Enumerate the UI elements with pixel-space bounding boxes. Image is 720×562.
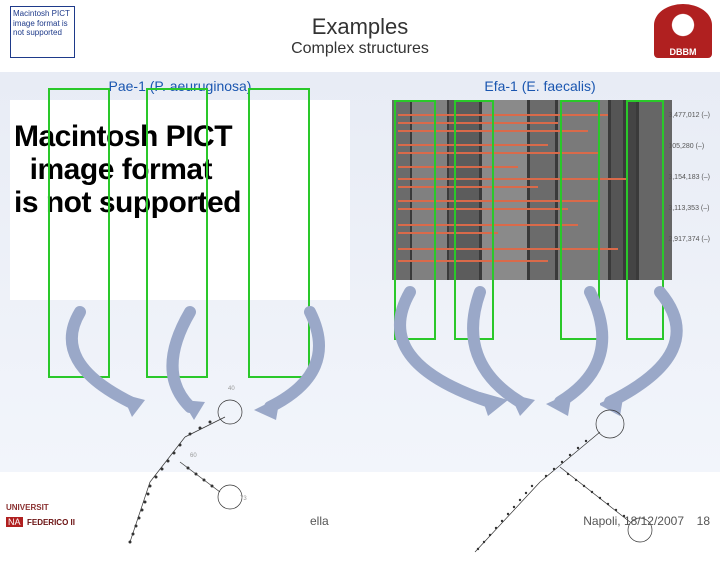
slide-title: Examples [291, 14, 429, 40]
seal-icon [654, 4, 712, 46]
rna-structure-right [460, 402, 690, 562]
alignment-legend: 3,477,012 (–) 105,280 (–) 3,154,183 (–) … [668, 112, 710, 243]
uni-fed: FEDERICO II [27, 518, 75, 527]
panel-right-title: Efa-1 (E. faecalis) [368, 78, 712, 94]
legend-item: 3,154,183 (–) [668, 174, 710, 181]
slide-subtitle: Complex structures [291, 40, 429, 58]
legend-item: 2,917,374 (–) [668, 236, 710, 243]
dbbm-logo: DBBM [654, 4, 712, 64]
uni-na: NA [6, 517, 23, 527]
university-logo: UNIVERSIT NA FEDERICO II [6, 504, 76, 532]
slide-body: Pae-1 (P. aeuruginosa) Macintosh PICT im… [0, 72, 720, 472]
slide-footer: UNIVERSIT NA FEDERICO II ella Napoli, 18… [0, 504, 720, 534]
svg-text:60: 60 [190, 453, 197, 459]
pict-badge-text: Macintosh PICT image format is not suppo… [13, 9, 70, 37]
footer-mid: ella [310, 514, 329, 528]
arrow-icon [600, 282, 720, 422]
svg-text:40: 40 [228, 386, 235, 392]
legend-item: 3,477,012 (–) [668, 112, 710, 119]
pict-badge: Macintosh PICT image format is not suppo… [10, 6, 75, 58]
footer-date: Napoli, 18/12/2007 [583, 514, 684, 528]
svg-text:73: 73 [240, 496, 247, 502]
legend-item: 3,113,353 (–) [668, 205, 710, 212]
legend-item: 105,280 (–) [668, 143, 710, 150]
uni-line1: UNIVERSIT [6, 504, 76, 512]
logo-label: DBBM [654, 46, 712, 58]
slide-header: Macintosh PICT image format is not suppo… [0, 0, 720, 72]
header-titles: Examples Complex structures [291, 14, 429, 58]
footer-page: 18 [697, 514, 710, 528]
